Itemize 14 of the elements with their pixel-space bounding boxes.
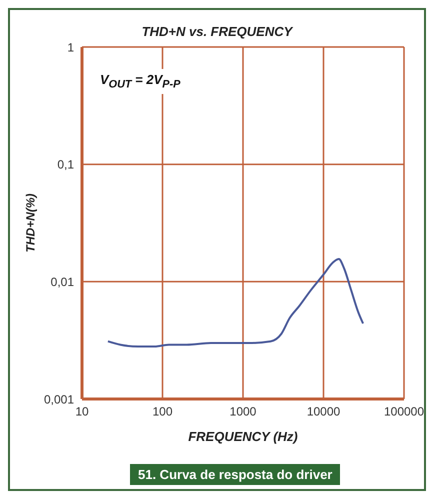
x-tick-label: 10000 (306, 404, 341, 419)
x-tick-label: 100 (152, 404, 173, 419)
y-tick-label: 0,1 (57, 158, 74, 172)
x-tick-label: 1000 (230, 404, 257, 419)
x-axis-title: FREQUENCY (Hz) (188, 429, 298, 444)
annotation: V$_{OUT}$ = 2V$_{P-P}$ (92, 69, 188, 94)
x-tick-label: 100000 (384, 404, 424, 419)
text: 51. Curva de resposta do driver (130, 464, 340, 485)
chart-title: THD+N vs. FREQUENCY (140, 24, 294, 39)
y-tick-label: 0,01 (50, 274, 74, 289)
y-tick-label: 1 (67, 40, 74, 54)
y-tick-label: 0,001 (44, 392, 74, 406)
y-axis-title: THD+N(%) (23, 194, 38, 252)
x-tick-label: 10 (75, 404, 89, 419)
